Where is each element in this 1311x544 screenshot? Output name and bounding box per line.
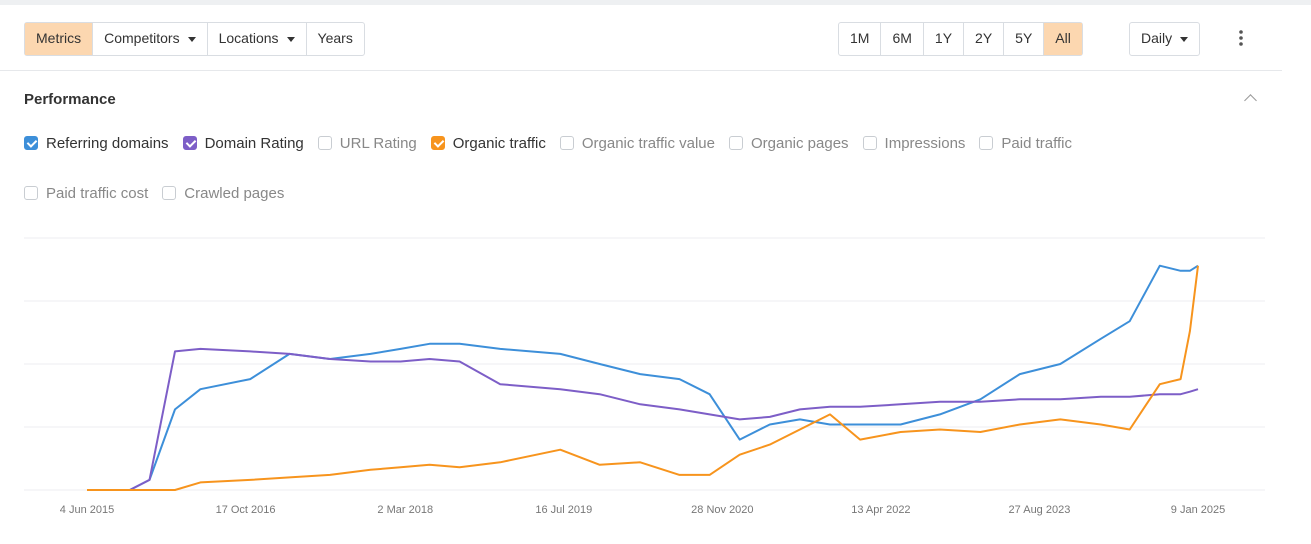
metric-checkbox[interactable]: URL Rating <box>317 132 417 154</box>
metric-label: Organic traffic <box>452 134 546 152</box>
x-tick-label: 13 Apr 2022 <box>851 504 910 516</box>
range-button[interactable]: 5Y <box>1004 23 1045 55</box>
metric-checkboxes: Referring domains Domain Rating URL Rati… <box>24 132 1274 204</box>
x-tick-label: 17 Oct 2016 <box>216 504 276 516</box>
metric-label: Organic pages <box>750 134 849 152</box>
menu-dot[interactable] <box>1239 30 1243 34</box>
x-tick-label: 2 Mar 2018 <box>377 504 433 516</box>
section-title: Performance <box>24 91 116 108</box>
divider <box>0 70 1282 71</box>
x-tick-label: 16 Jul 2019 <box>535 504 592 516</box>
menu-dot[interactable] <box>1239 36 1243 40</box>
metric-checkbox[interactable]: Organic traffic <box>430 132 546 154</box>
metric-label: Crawled pages <box>184 184 285 202</box>
range-button[interactable]: All <box>1044 23 1082 55</box>
range-button[interactable]: 1M <box>839 23 882 55</box>
metric-label: URL Rating <box>339 134 417 152</box>
range-button[interactable]: 6M <box>881 23 924 55</box>
x-tick-label: 27 Aug 2023 <box>1009 504 1071 516</box>
interval-group: Daily <box>1129 22 1201 56</box>
range-button[interactable]: 2Y <box>964 23 1005 55</box>
metric-checkbox[interactable]: Domain Rating <box>182 132 304 154</box>
series-line <box>87 265 1199 491</box>
tab[interactable]: Years <box>317 30 353 46</box>
metric-checkbox[interactable]: Impressions <box>862 132 966 154</box>
tab-group: Metrics Competitors Locations Years <box>24 22 365 56</box>
menu-dot[interactable] <box>1239 42 1243 46</box>
metric-checkbox[interactable]: Organic pages <box>728 132 849 154</box>
metric-label: Organic traffic value <box>581 134 715 152</box>
metric-label: Referring domains <box>46 134 169 152</box>
metric-checkbox[interactable]: Paid traffic cost <box>24 182 148 204</box>
x-tick-label: 28 Nov 2020 <box>691 504 753 516</box>
series-line <box>129 264 1199 491</box>
x-tick-label: 4 Jun 2015 <box>60 504 114 516</box>
tab[interactable]: Metrics <box>25 23 94 55</box>
metric-checkbox[interactable]: Crawled pages <box>162 182 284 204</box>
range-button[interactable]: 1Y <box>924 23 965 55</box>
interval-select[interactable]: Daily <box>1130 23 1199 55</box>
metric-checkbox[interactable]: Organic traffic value <box>559 132 715 154</box>
range-group: 1M 6M 1Y 2Y 5Y All <box>838 22 1083 56</box>
top-border <box>0 0 1311 5</box>
metric-label: Paid traffic cost <box>46 184 149 202</box>
series-line <box>129 347 1199 491</box>
metric-checkbox[interactable]: Paid traffic <box>979 132 1072 154</box>
x-tick-label: 9 Jan 2025 <box>1171 504 1225 516</box>
metric-label: Impressions <box>884 134 966 152</box>
tab[interactable]: Locations <box>208 23 307 55</box>
metric-label: Domain Rating <box>204 134 304 152</box>
metric-checkbox[interactable]: Referring domains <box>24 132 169 154</box>
metric-label: Paid traffic <box>1001 134 1072 152</box>
